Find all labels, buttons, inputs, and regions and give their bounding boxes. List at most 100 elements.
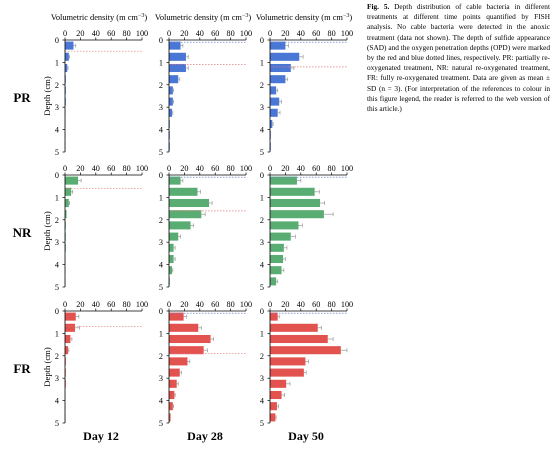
caption-text: Depth distribution of cable bacteria in …	[367, 2, 550, 114]
bar	[169, 312, 184, 321]
bar	[270, 97, 280, 106]
y-axis-title: Depth (cm)	[42, 76, 52, 116]
x-tick-label: 20	[281, 300, 289, 309]
x-axis-title: Volumetric density (m cm−3)	[51, 13, 147, 22]
x-tick-label: 100	[136, 300, 148, 309]
bar	[169, 176, 181, 185]
x-tick-label: 0	[167, 164, 171, 173]
y-tick-label: 4	[260, 261, 264, 270]
x-tick-label: 100	[341, 164, 353, 173]
x-tick-label: 20	[180, 29, 188, 38]
y-tick-label: 5	[55, 148, 59, 157]
y-tick-label: 0	[260, 307, 264, 316]
bar	[65, 312, 76, 321]
y-tick-label: 3	[260, 374, 264, 383]
bar	[270, 243, 284, 252]
y-tick-label: 4	[55, 397, 59, 406]
panel-nr-day-28: 0 20 40 60 80 100 0 1 2 3 4 5	[159, 164, 252, 292]
x-tick-label: 20	[180, 164, 188, 173]
x-tick-label: 20	[281, 164, 289, 173]
row-label-pr: PR	[13, 90, 31, 105]
x-tick-label: 40	[196, 300, 204, 309]
y-tick-label: 5	[159, 419, 163, 428]
y-tick-label: 1	[260, 193, 264, 202]
y-tick-label: 1	[55, 193, 59, 202]
y-tick-label: 4	[260, 126, 264, 135]
y-tick-label: 3	[55, 238, 59, 247]
x-tick-label: 100	[240, 164, 252, 173]
x-tick-label: 60	[312, 300, 320, 309]
bar	[65, 210, 67, 219]
panel-fr-day-50: 0 20 40 60 80 100 0 1 2 3 4 5	[260, 300, 353, 428]
bar	[169, 75, 179, 84]
bar	[169, 243, 174, 252]
x-tick-label: 60	[211, 29, 219, 38]
y-tick-label: 0	[260, 171, 264, 180]
x-tick-label: 0	[167, 300, 171, 309]
y-tick-label: 0	[55, 307, 59, 316]
panel-pr-day-12: 0 20 40 60 80 100 0 1 2 3 4 5	[55, 29, 148, 157]
x-tick-label: 80	[227, 29, 235, 38]
figure-caption: Fig. 5. Depth distribution of cable bact…	[367, 2, 550, 114]
bar	[169, 232, 179, 241]
y-tick-label: 4	[159, 261, 163, 270]
y-tick-label: 1	[260, 58, 264, 67]
y-tick-label: 4	[159, 397, 163, 406]
bar	[270, 402, 277, 411]
bar	[270, 86, 277, 95]
bar	[169, 187, 198, 196]
panel-fr-day-12: 0 20 40 60 80 100 0 1 2 3 4 5	[55, 300, 148, 428]
bar	[270, 198, 321, 208]
bar	[169, 210, 202, 219]
bar	[169, 97, 173, 106]
x-tick-label: 80	[123, 300, 131, 309]
x-tick-label: 80	[227, 300, 235, 309]
y-tick-label: 3	[260, 103, 264, 112]
x-tick-label: 0	[167, 29, 171, 38]
y-tick-label: 2	[55, 352, 59, 361]
y-tick-label: 0	[159, 36, 163, 45]
x-tick-label: 60	[312, 164, 320, 173]
bar	[65, 176, 79, 185]
bar	[65, 41, 74, 50]
y-tick-label: 5	[55, 283, 59, 292]
y-tick-label: 4	[55, 261, 59, 270]
y-tick-label: 3	[159, 103, 163, 112]
x-tick-label: 60	[107, 164, 115, 173]
row-label-fr: FR	[13, 361, 31, 376]
panel-nr-day-12: 0 20 40 60 80 100 0 1 2 3 4 5	[55, 164, 148, 292]
y-tick-label: 2	[55, 216, 59, 225]
x-axis-title: Volumetric density (m cm−3)	[256, 13, 352, 22]
bar	[169, 221, 191, 230]
y-tick-label: 2	[159, 81, 163, 90]
bar	[169, 334, 211, 344]
x-tick-label: 40	[92, 300, 100, 309]
x-tick-label: 80	[123, 164, 131, 173]
bar	[65, 63, 68, 73]
bar	[169, 108, 173, 117]
bar	[270, 41, 286, 50]
bar	[169, 198, 210, 208]
bar	[169, 413, 171, 422]
y-tick-label: 2	[159, 216, 163, 225]
bar	[65, 187, 72, 196]
y-tick-label: 1	[159, 193, 163, 202]
panel-fr-day-28: 0 20 40 60 80 100 0 1 2 3 4 5	[159, 300, 252, 428]
bar	[270, 390, 282, 400]
bar	[65, 323, 76, 332]
bar	[169, 52, 186, 61]
x-tick-label: 60	[211, 300, 219, 309]
x-tick-label: 0	[268, 300, 272, 309]
y-tick-label: 1	[260, 329, 264, 338]
y-tick-label: 0	[55, 36, 59, 45]
y-tick-label: 5	[260, 148, 264, 157]
y-tick-label: 1	[55, 329, 59, 338]
x-tick-label: 20	[76, 300, 84, 309]
x-tick-label: 80	[328, 29, 336, 38]
x-tick-label: 100	[136, 29, 148, 38]
y-tick-label: 4	[159, 126, 163, 135]
y-tick-label: 5	[55, 419, 59, 428]
x-tick-label: 80	[123, 29, 131, 38]
y-tick-label: 0	[159, 171, 163, 180]
